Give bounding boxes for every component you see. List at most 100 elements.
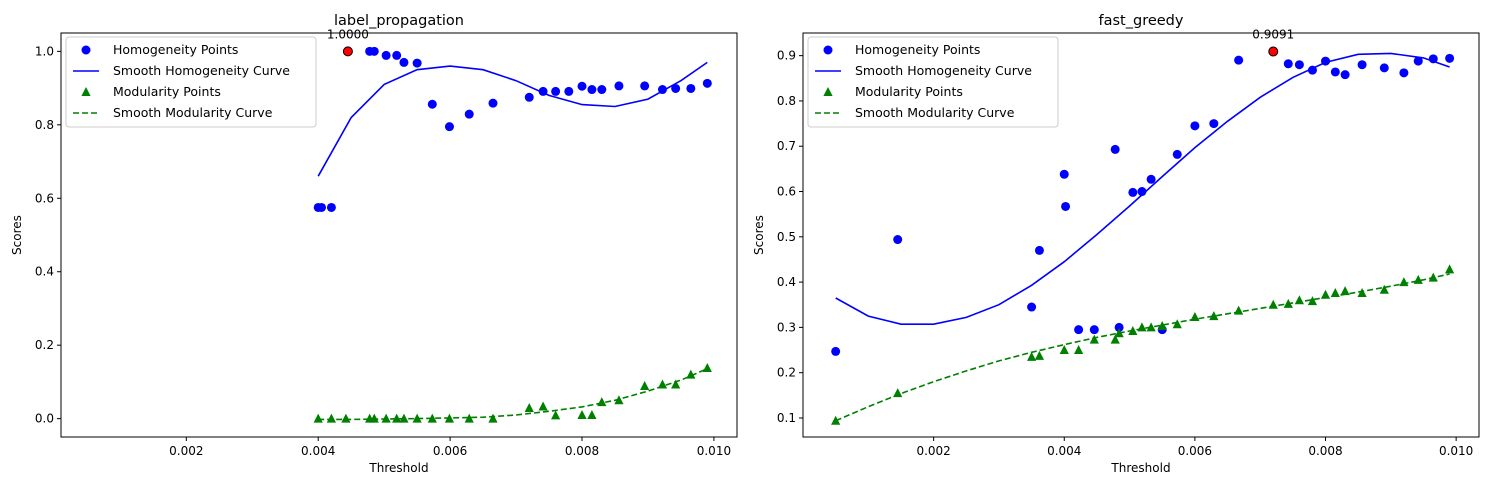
legend-label: Modularity Points	[113, 84, 221, 99]
legend-triangle-swatch	[81, 87, 91, 96]
modularity-point	[1089, 334, 1099, 344]
modularity-point	[1445, 264, 1455, 274]
smooth-modularity-curve	[835, 273, 1450, 422]
homogeneity-point	[392, 50, 402, 60]
homogeneity-point	[524, 92, 534, 102]
homogeneity-point	[1413, 56, 1423, 66]
homogeneity-point	[1190, 121, 1200, 131]
y-tick-label: 0.6	[35, 191, 54, 205]
legend: Homogeneity Points Smooth Homogeneity Cur…	[807, 36, 1059, 128]
y-tick-label: 0.7	[777, 139, 796, 153]
x-tick-label: 0.002	[169, 444, 203, 458]
homogeneity-point	[597, 85, 607, 95]
x-tick-label: 0.004	[301, 444, 335, 458]
modularity-point	[538, 401, 548, 411]
smooth-homogeneity-curve	[835, 52, 1450, 326]
y-tick-label: 0.8	[35, 118, 54, 132]
y-tick-label: 1.0	[35, 44, 54, 58]
homogeneity-point	[488, 98, 498, 108]
homogeneity-point	[1330, 67, 1340, 77]
modularity-point	[702, 362, 712, 372]
homogeneity-point	[1379, 63, 1389, 73]
homogeneity-point	[1089, 325, 1099, 335]
homogeneity-point	[1027, 302, 1037, 312]
y-tick-label: 0.0	[35, 412, 54, 426]
legend-label: Smooth Homogeneity Curve	[113, 63, 290, 78]
homogeneity-point	[1128, 187, 1138, 197]
axes-frame	[802, 32, 1480, 438]
modularity-point	[1059, 345, 1069, 355]
homogeneity-point	[1234, 55, 1244, 65]
homogeneity-point	[1146, 174, 1156, 184]
homogeneity-point	[326, 202, 336, 212]
homogeneity-point	[1340, 70, 1350, 80]
legend-box	[807, 36, 1059, 128]
y-tick-label: 0.2	[35, 338, 54, 352]
best-point-label: 1.0000	[327, 27, 369, 41]
modularity-point	[1307, 296, 1318, 306]
homogeneity-point	[381, 50, 391, 60]
modularity-point	[551, 410, 561, 420]
x-tick-label: 0.008	[565, 444, 599, 458]
legend-triangle-swatch	[823, 87, 833, 96]
modularity-point	[686, 369, 696, 379]
modularity-point	[1294, 295, 1304, 305]
y-tick-label: 0.4	[35, 265, 54, 279]
homogeneity-point	[671, 83, 681, 93]
modularity-point	[893, 388, 903, 398]
modularity-point	[392, 413, 402, 423]
y-tick-label: 0.9	[777, 49, 796, 63]
x-tick-label: 0.002	[916, 444, 950, 458]
homogeneity-point	[702, 78, 712, 88]
homogeneity-point	[1114, 322, 1124, 332]
x-tick-label: 0.008	[1308, 444, 1342, 458]
y-tick-label: 0.1	[777, 411, 796, 425]
homogeneity-point	[640, 81, 650, 91]
modularity-point	[313, 413, 323, 423]
modularity-point	[369, 413, 379, 423]
homogeneity-point	[1172, 149, 1182, 159]
x-axis-label: Threshold	[1110, 461, 1170, 475]
homogeneity-point	[686, 83, 696, 93]
modularity-point	[1209, 311, 1219, 321]
homogeneity-point	[1110, 144, 1120, 154]
homogeneity-point	[1074, 325, 1084, 335]
x-tick-label: 0.010	[697, 444, 731, 458]
modularity-point	[1172, 319, 1182, 329]
legend-label: Smooth Homogeneity Curve	[855, 63, 1032, 78]
modularity-point	[1340, 286, 1350, 296]
modularity-point	[587, 409, 597, 419]
legend-label: Smooth Modularity Curve	[855, 105, 1015, 120]
y-tick-label: 0.4	[777, 275, 796, 289]
homogeneity-point	[577, 81, 587, 91]
x-tick-label: 0.006	[1178, 444, 1212, 458]
homogeneity-point	[1357, 60, 1367, 70]
smooth-modularity-curve	[318, 367, 708, 421]
y-tick-label: 0.3	[777, 320, 796, 334]
subplot-label-propagation: label_propagation 0.002 0.004 0.006 0.008 0.0…	[10, 13, 738, 475]
legend-box	[65, 36, 317, 128]
modularity-point	[412, 413, 422, 423]
homogeneity-point	[1445, 53, 1455, 63]
modularity-point	[464, 413, 474, 423]
homogeneity-point	[1059, 169, 1069, 179]
homogeneity-point	[587, 85, 597, 95]
modularity-point	[1379, 284, 1389, 294]
subplot-fast-greedy: fast_greedy 0.002 0.004 0.006 0.008 0.010 0.1 0…	[752, 13, 1480, 475]
smooth-homogeneity-curve	[317, 61, 708, 177]
homogeneity-point	[399, 57, 409, 67]
modularity-point	[671, 379, 681, 389]
homogeneity-point	[427, 99, 437, 109]
homogeneity-point	[464, 109, 474, 119]
x-tick-label: 0.010	[1439, 444, 1473, 458]
chart-title: fast_greedy	[1099, 13, 1184, 29]
homogeneity-point	[1283, 59, 1293, 69]
y-axis-label: Scores	[752, 215, 766, 255]
modularity-point	[341, 413, 351, 423]
legend: Homogeneity Points Smooth Homogeneity Cur…	[65, 36, 317, 128]
homogeneity-point	[444, 122, 454, 132]
y-axis-label: Scores	[10, 215, 24, 255]
modularity-point	[1190, 311, 1200, 321]
homogeneity-point	[614, 81, 624, 91]
homogeneity-point	[831, 346, 841, 356]
